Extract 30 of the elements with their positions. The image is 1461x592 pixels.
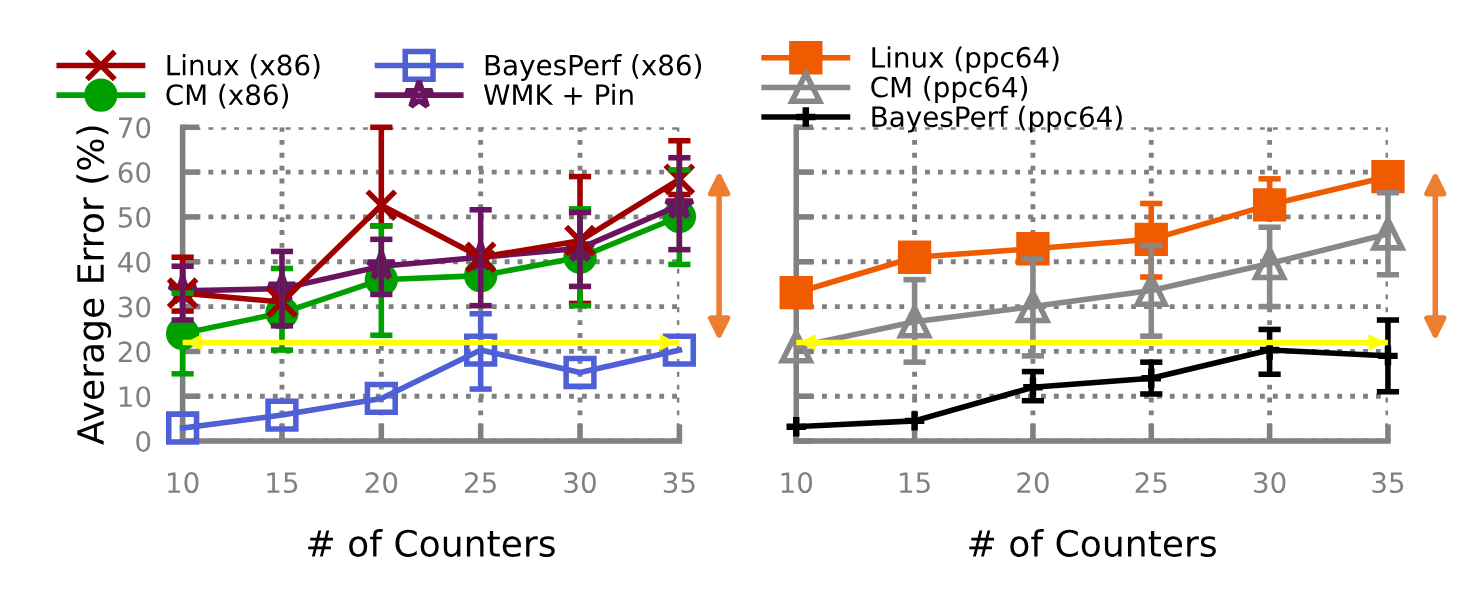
legend-label: BayesPerf (x86) [485,54,702,81]
legend-label: CM (x86) [166,83,289,109]
x-axis-title: # of Counters [308,529,555,557]
legend-label: BayesPerf (ppc64) [872,105,1122,133]
x-tick-label: 10 [781,472,813,494]
x-tick-label: 30 [564,472,596,494]
legend-label: Linux (x86) [167,54,320,79]
x-axis-title: # of Counters [969,529,1216,557]
x-tick-label: 35 [663,472,695,494]
x-tick-label: 20 [365,472,398,494]
x-tick-label: 25 [1135,472,1167,494]
y-tick-label: 10 [119,386,151,408]
y-tick-label: 60 [118,162,151,184]
y-tick-label: 30 [118,296,151,318]
x-tick-label: 15 [267,472,298,494]
y-tick-label: 70 [119,117,151,139]
x-tick-label: 20 [1017,472,1049,494]
y-tick-label: 20 [118,341,151,363]
y-tick-label: 0 [136,430,151,452]
legend-label: Linux (ppc64) [872,46,1059,74]
x-tick-label: 10 [168,472,199,494]
x-tick-label: 30 [1254,472,1286,494]
legend-label: WMK + Pin [483,83,633,105]
x-tick-label: 25 [465,472,496,494]
x-tick-label: 35 [1372,472,1404,494]
y-tick-label: 40 [118,251,151,273]
x-tick-label: 15 [899,472,930,494]
y-tick-label: 50 [118,206,151,228]
legend-label: CM (ppc64) [871,76,1028,103]
y-axis-title: Average Error (%) [76,126,112,445]
